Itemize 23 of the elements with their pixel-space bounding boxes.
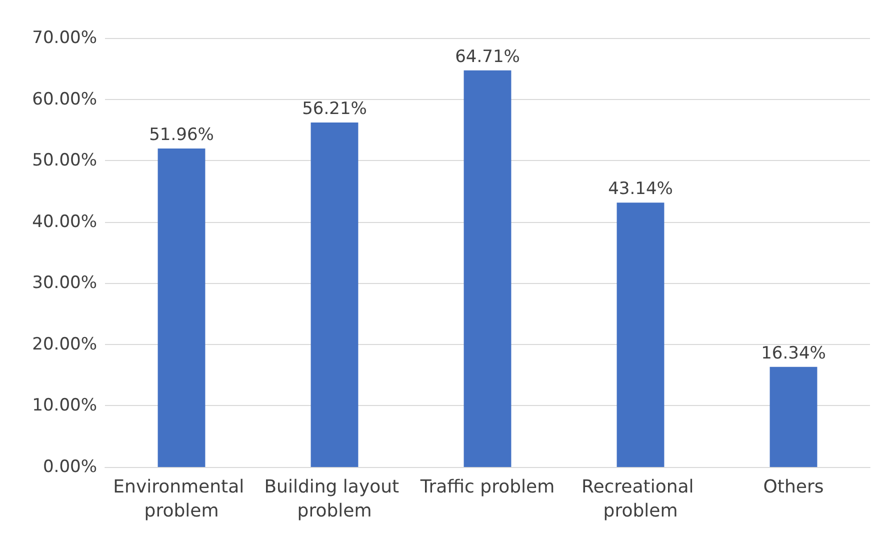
- y-tick-label: 50.00%: [32, 150, 97, 171]
- x-tick-label: Environmental problem: [113, 476, 250, 522]
- x-tick-label: Building layout problem: [264, 476, 405, 522]
- x-tick-label: Traffic problem: [419, 476, 555, 498]
- x-tick-label: Others: [763, 476, 824, 498]
- y-tick-label: 70.00%: [32, 28, 97, 48]
- y-tick-label: 60.00%: [32, 89, 97, 110]
- data-label: 51.96%: [149, 125, 214, 146]
- data-label: 64.71%: [455, 46, 520, 67]
- y-tick-label: 30.00%: [32, 273, 97, 294]
- data-label: 56.21%: [302, 99, 367, 120]
- y-tick-label: 20.00%: [32, 334, 97, 354]
- bar: [616, 202, 664, 467]
- data-label: 16.34%: [761, 343, 826, 364]
- data-label: 43.14%: [608, 179, 673, 200]
- x-tick-label: Recreational problem: [581, 476, 700, 522]
- bar: [310, 122, 358, 467]
- y-tick-label: 0.00%: [42, 457, 97, 477]
- y-tick-label: 10.00%: [32, 396, 97, 416]
- bar: [770, 366, 818, 467]
- bar: [464, 70, 512, 467]
- y-tick-label: 40.00%: [32, 212, 97, 232]
- bar: [158, 148, 206, 467]
